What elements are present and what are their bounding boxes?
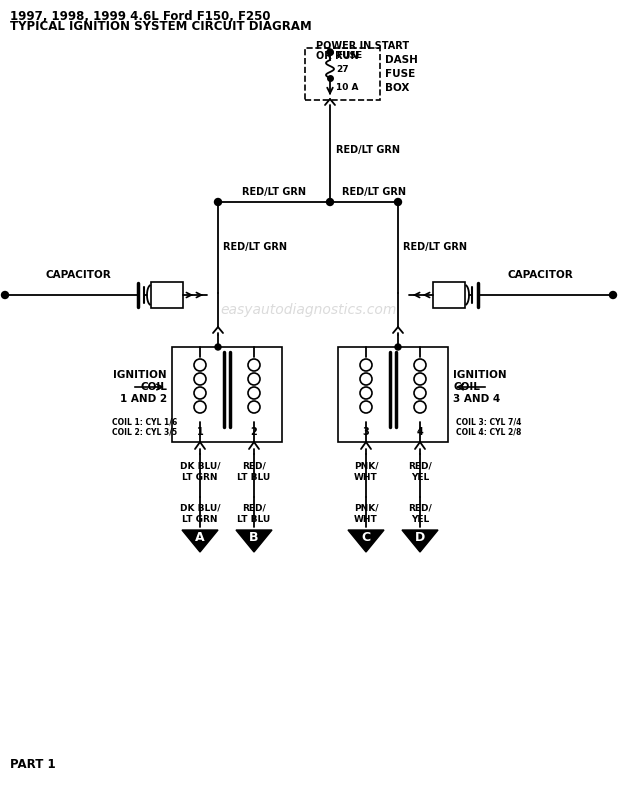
- Bar: [338, 347, 448, 442]
- Text: PNK/
WHT: PNK/ WHT: [353, 462, 378, 482]
- Text: RED/LT GRN: RED/LT GRN: [336, 145, 400, 155]
- Text: 1: 1: [197, 427, 203, 437]
- Circle shape: [394, 198, 402, 206]
- Text: RED/
YEL: RED/ YEL: [408, 504, 432, 524]
- Circle shape: [326, 198, 334, 206]
- Text: COIL 1: CYL 1/6: COIL 1: CYL 1/6: [112, 418, 177, 426]
- Text: 3 AND 4: 3 AND 4: [453, 394, 500, 404]
- Text: COIL: COIL: [140, 382, 167, 392]
- Bar: [433, 282, 465, 308]
- Circle shape: [327, 49, 333, 55]
- Circle shape: [215, 344, 221, 350]
- Text: COIL 3: CYL 7/4: COIL 3: CYL 7/4: [456, 418, 522, 426]
- Polygon shape: [402, 530, 438, 552]
- Bar: [172, 347, 282, 442]
- Text: B: B: [249, 531, 259, 544]
- Text: easyautodiagnostics.com: easyautodiagnostics.com: [221, 303, 397, 317]
- Text: COIL: COIL: [453, 382, 480, 392]
- Text: RED/
LT BLU: RED/ LT BLU: [237, 504, 271, 524]
- Bar: [305, 48, 380, 100]
- Text: RED/LT GRN: RED/LT GRN: [242, 187, 306, 197]
- Text: DK BLU/
LT GRN: DK BLU/ LT GRN: [180, 462, 220, 482]
- Text: RED/
YEL: RED/ YEL: [408, 462, 432, 482]
- Text: RED/LT GRN: RED/LT GRN: [342, 187, 406, 197]
- Circle shape: [609, 291, 617, 298]
- Text: FUSE: FUSE: [385, 69, 415, 79]
- Text: 10 A: 10 A: [336, 83, 358, 93]
- Text: OR RUN: OR RUN: [316, 51, 358, 61]
- Text: PNK/
WHT: PNK/ WHT: [353, 504, 378, 524]
- Text: 1 AND 2: 1 AND 2: [120, 394, 167, 404]
- Text: DK BLU/
LT GRN: DK BLU/ LT GRN: [180, 504, 220, 524]
- Text: CAPACITOR: CAPACITOR: [45, 270, 111, 280]
- Circle shape: [214, 198, 221, 206]
- Text: POWER IN START: POWER IN START: [316, 41, 409, 51]
- Text: PART 1: PART 1: [10, 758, 56, 771]
- Text: COIL 4: CYL 2/8: COIL 4: CYL 2/8: [456, 427, 522, 437]
- Circle shape: [395, 344, 401, 350]
- Text: 1997, 1998, 1999 4.6L Ford F150, F250: 1997, 1998, 1999 4.6L Ford F150, F250: [10, 10, 271, 22]
- Text: 4: 4: [417, 427, 423, 437]
- Circle shape: [1, 291, 9, 298]
- Text: A: A: [195, 531, 205, 544]
- Text: CAPACITOR: CAPACITOR: [507, 270, 573, 280]
- Text: 2: 2: [251, 427, 257, 437]
- Text: FUSE: FUSE: [336, 51, 362, 61]
- Text: D: D: [415, 531, 425, 544]
- Text: 3: 3: [363, 427, 370, 437]
- Text: COIL 2: CYL 3/5: COIL 2: CYL 3/5: [112, 427, 177, 437]
- Polygon shape: [348, 530, 384, 552]
- Text: TYPICAL IGNITION SYSTEM CIRCUIT DIAGRAM: TYPICAL IGNITION SYSTEM CIRCUIT DIAGRAM: [10, 21, 311, 34]
- Text: C: C: [362, 531, 371, 544]
- Bar: [151, 282, 183, 308]
- Text: IGNITION: IGNITION: [113, 370, 167, 380]
- Polygon shape: [182, 530, 218, 552]
- Text: RED/LT GRN: RED/LT GRN: [403, 242, 467, 252]
- Text: RED/LT GRN: RED/LT GRN: [223, 242, 287, 252]
- Text: DASH: DASH: [385, 55, 418, 65]
- Text: BOX: BOX: [385, 83, 409, 93]
- Polygon shape: [236, 530, 272, 552]
- Text: 27: 27: [336, 66, 349, 74]
- Text: RED/
LT BLU: RED/ LT BLU: [237, 462, 271, 482]
- Text: IGNITION: IGNITION: [453, 370, 507, 380]
